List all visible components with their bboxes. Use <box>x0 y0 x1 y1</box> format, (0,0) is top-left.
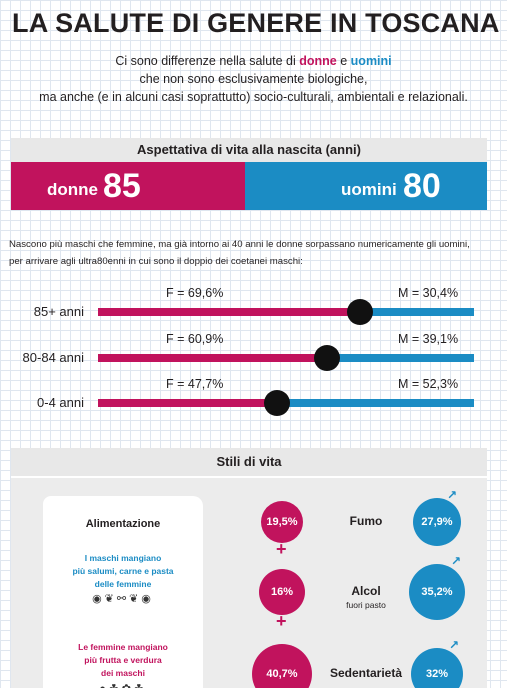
male-rate-circle: 35,2% <box>409 564 465 620</box>
note-line1: Nascono più maschi che femmine, ma già i… <box>9 239 470 250</box>
intro-donne: donne <box>299 54 337 68</box>
age-label: 85+ anni <box>33 304 84 319</box>
lifestyle-header: Stili di vita <box>216 454 282 469</box>
male-percent: M = 39,1% <box>398 332 459 346</box>
intro-line3: ma anche (e in alcuni casi soprattutto) … <box>39 90 468 104</box>
male-share-bar <box>277 399 474 407</box>
nutrition-male-line1: I maschi mangiano <box>84 553 162 563</box>
female-share-bar <box>98 399 277 407</box>
intro-line2: che non sono esclusivamente biologiche, <box>139 72 368 86</box>
female-share-bar <box>98 308 360 316</box>
intro-line1-a: Ci sono differenze nella salute di <box>115 54 300 68</box>
male-symbol-icon: ↗ <box>449 638 460 652</box>
nutrition-male-line2: più salumi, carne e pasta <box>72 566 174 576</box>
female-percent: F = 69,6% <box>166 286 224 300</box>
population-note: Nascono più maschi che femmine, ma già i… <box>9 236 504 270</box>
age-row: 0-4 anni F = 47,7% M = 52,3% <box>0 377 507 417</box>
fruit-vegetable-icons: ●☘✿☘ <box>43 682 203 688</box>
nutrition-female-line1: Le femmine mangiano <box>78 642 168 652</box>
lifestyle-body: Alimentazione I maschi mangiano più salu… <box>11 476 487 688</box>
male-symbol-icon: ↗ <box>447 488 458 502</box>
male-percent: M = 30,4% <box>398 286 459 300</box>
age-row: 80-84 anni F = 60,9% M = 39,1% <box>0 332 507 372</box>
female-percent: F = 60,9% <box>166 332 224 346</box>
female-rate-circle: 16% <box>259 569 305 615</box>
female-rate-circle: 40,7% <box>252 644 312 688</box>
male-share-bar <box>327 354 474 362</box>
female-percent: F = 47,7% <box>166 377 224 391</box>
share-divider-dot <box>347 299 373 325</box>
topic-subtitle: fuori pasto <box>346 600 386 610</box>
lifestyle-section: Stili di vita Alimentazione I maschi man… <box>11 448 487 688</box>
age-label: 80-84 anni <box>22 350 84 365</box>
nutrition-female-text: Le femmine mangiano più frutta e verdura… <box>43 641 203 680</box>
lifestyle-topic: Alcol fuori pasto <box>321 584 411 610</box>
note-line2: per arrivare agli ultra80enni in cui son… <box>9 256 303 267</box>
share-divider-dot <box>314 345 340 371</box>
male-percent: M = 52,3% <box>398 377 459 391</box>
nutrition-female-line2: più frutta e verdura <box>84 655 162 665</box>
female-rate-circle: 19,5% <box>261 501 303 543</box>
female-label: donne <box>47 180 98 199</box>
intro-uomini: uomini <box>350 54 392 68</box>
male-value: 80 <box>403 167 441 205</box>
life-expectancy-male-bar: uomini 80 <box>245 162 487 210</box>
lifestyle-topic: Sedentarietà <box>321 666 411 680</box>
age-label: 0-4 anni <box>37 395 84 410</box>
male-label: uomini <box>341 180 397 199</box>
female-value: 85 <box>103 167 141 205</box>
nutrition-male-line3: delle femmine <box>94 579 152 589</box>
male-rate-circle: 27,9% <box>413 498 461 546</box>
female-symbol-icon: + <box>276 539 287 559</box>
intro-text: Ci sono differenze nella salute di donne… <box>0 52 507 106</box>
female-share-bar <box>98 354 327 362</box>
intro-line1-e: e <box>336 54 351 68</box>
meat-food-icons: ◉❦⚯❦◉ <box>92 593 154 605</box>
nutrition-card: Alimentazione I maschi mangiano più salu… <box>43 496 203 688</box>
life-expectancy-header: Aspettativa di vita alla nascita (anni) <box>11 138 487 162</box>
page-title: LA SALUTE DI GENERE IN TOSCANA <box>12 8 500 38</box>
male-rate-circle: 32% <box>411 648 463 688</box>
life-expectancy-female-bar: donne 85 <box>11 162 245 210</box>
share-divider-dot <box>264 390 290 416</box>
topic-name: Sedentarietà <box>329 666 403 680</box>
topic-name: Alcol <box>351 584 381 598</box>
topic-name: Fumo <box>349 514 383 528</box>
nutrition-female-line3: dei maschi <box>101 668 145 678</box>
male-symbol-icon: ↗ <box>451 554 462 568</box>
female-symbol-icon: + <box>276 611 287 631</box>
nutrition-male-text: I maschi mangiano più salumi, carne e pa… <box>43 552 203 591</box>
age-row: 85+ anni F = 69,6% M = 30,4% <box>0 286 507 326</box>
lifestyle-topic: Fumo <box>321 514 411 528</box>
nutrition-title: Alimentazione <box>85 518 161 530</box>
male-share-bar <box>360 308 474 316</box>
